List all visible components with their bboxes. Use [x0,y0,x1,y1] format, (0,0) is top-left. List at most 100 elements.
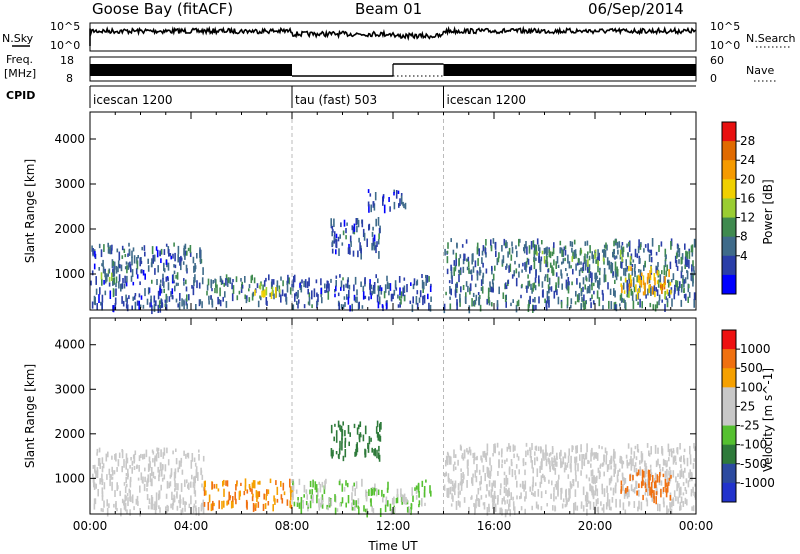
echo-cell [419,290,422,298]
colorbar-tick-label: 100 [740,380,763,394]
echo-cell [560,269,562,276]
freq-label-1: Freq. [6,53,33,66]
velocity-cpid-dividers [291,318,444,514]
echo-cell [454,454,457,458]
echo-cell [206,284,209,291]
echo-cell [650,490,653,498]
echo-cell [631,292,634,301]
echo-cell [332,229,334,233]
echo-cell [590,463,592,468]
echo-cell [109,478,111,487]
echo-cell [264,503,267,509]
echo-cell [409,509,411,514]
echo-cell [159,287,161,296]
echo-cell [659,464,661,469]
echo-cell [379,423,381,432]
echo-cell [678,490,681,498]
echo-cell [556,452,558,460]
echo-cell [196,280,198,289]
echo-cell [258,285,261,289]
echo-cell [674,284,676,294]
echo-cell [390,294,393,302]
echo-cell [644,282,646,291]
echo-cell [357,498,360,505]
echo-cell [158,493,160,501]
echo-cell [232,279,234,283]
echo-cell [393,507,396,513]
echo-cell [591,282,593,291]
echo-cell [170,503,172,509]
echo-cell [369,498,372,503]
echo-cell [194,490,197,497]
echo-cell [580,447,582,453]
echo-cell [194,475,196,484]
echo-cell [286,284,289,293]
echo-cell [548,300,550,308]
echo-cell [664,259,667,268]
echo-cell [492,273,495,281]
echo-cell [269,292,271,297]
echo-cell [556,289,558,296]
echo-cell [386,487,389,493]
echo-cell [455,252,457,259]
echo-cell [617,249,619,255]
echo-cell [106,474,108,480]
echo-cell [289,500,291,508]
echo-cell [246,501,248,506]
echo-cell [175,493,178,497]
echo-cell [613,302,616,311]
echo-cell [639,466,641,474]
echo-cell [559,247,562,254]
echo-cell [660,241,663,247]
echo-cell [500,507,503,513]
echo-cell [634,264,636,269]
echo-cell [318,498,320,508]
echo-cell [263,493,265,500]
echo-cell [118,274,121,282]
echo-cell [675,260,678,267]
echo-cell [644,471,647,478]
echo-cell [313,288,316,298]
echo-cell [130,267,132,273]
echo-cell [100,301,102,306]
echo-cell [628,273,630,281]
echo-cell [132,247,135,252]
echo-cell [157,304,160,314]
echo-cell [346,482,349,488]
echo-cell [693,458,695,462]
echo-cell [187,247,190,252]
echo-cell [492,496,495,505]
echo-cell [642,494,644,501]
echo-cell [374,483,376,489]
echo-cell [370,292,372,300]
echo-cell [333,436,335,442]
echo-cell [635,480,637,489]
echo-cell [375,488,378,497]
echo-cell [151,496,154,506]
power-xaxis [89,112,697,310]
colorbar-swatch [722,160,736,180]
echo-cell [466,448,468,453]
echo-cell [689,458,692,465]
echo-cell [101,457,104,465]
echo-cell [499,489,502,496]
echo-cell [126,275,128,283]
echo-cell [303,494,305,498]
echo-cell [388,290,390,296]
echo-cell [446,268,449,275]
echo-cell [305,501,308,506]
echo-cell [134,295,136,300]
echo-cell [544,247,547,254]
echo-cell [455,257,457,267]
echo-cell [600,501,602,506]
echo-cell [113,470,116,475]
echo-cell [115,265,118,274]
echo-cell [265,493,267,501]
echo-cell [294,293,296,302]
echo-cell [124,486,127,494]
echo-cell [496,300,499,307]
echo-cell [226,500,228,506]
echo-cell [403,495,405,505]
echo-cell [292,480,294,486]
echo-cell [628,489,630,498]
